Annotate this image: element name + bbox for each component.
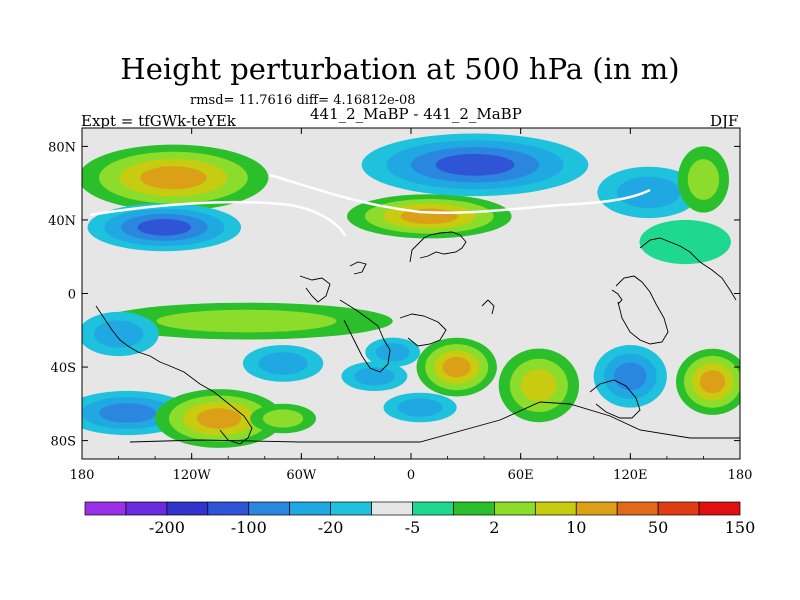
colorbar-label: 2: [489, 518, 499, 537]
colorbar-swatch-15: [698, 501, 741, 516]
colorbar-swatch-0: [84, 501, 127, 516]
x-tick-label: 120E: [613, 468, 647, 483]
x-tick-label: 180: [728, 468, 753, 483]
contour-region-18-level-3: [699, 370, 726, 394]
contour-region-13-level-1: [375, 343, 410, 362]
contour-region-10-level-3: [196, 408, 242, 429]
contour-region-8-level-1: [93, 320, 144, 348]
case-label: 441_2_MaBP - 441_2_MaBP: [310, 105, 522, 123]
zero-contour-north: [269, 173, 651, 214]
colorbar-swatch-8: [412, 501, 454, 516]
y-tick-label: 80S: [51, 435, 76, 450]
colorbar-label: -5: [405, 518, 421, 537]
contour-region-15-level-1: [354, 367, 395, 386]
colorbar-label: 150: [725, 518, 756, 537]
coastline-arabia: [399, 313, 447, 347]
x-tick-label: 120W: [173, 468, 212, 483]
x-tick-label: 0: [407, 468, 415, 483]
coastline-south-america: [95, 305, 253, 445]
contour-region-19-level-1: [262, 409, 304, 428]
colorbar-label: -100: [231, 518, 267, 537]
contour-region-2-level-3: [435, 153, 515, 176]
contour-region-0-level-3: [140, 166, 207, 190]
contour-region-7-level-1: [156, 309, 337, 333]
coastline-asia-east: [639, 237, 737, 301]
coastline-indonesia: [615, 275, 669, 345]
y-tick-label: 40N: [48, 214, 76, 229]
chart-title: Height perturbation at 500 hPa (in m): [120, 52, 680, 86]
colorbar-swatch-6: [330, 501, 372, 516]
contour-region-5-level-1: [687, 159, 720, 200]
colorbar-swatch-1: [125, 501, 168, 516]
colorbar-swatch-12: [575, 501, 618, 516]
rmsd-subtitle: rmsd= 11.7616 diff= 4.16812e-08: [190, 93, 416, 108]
contour-region-4-level-1: [617, 176, 681, 209]
colorbar-swatch-13: [616, 501, 659, 516]
contour-region-3-level-3: [137, 219, 191, 236]
colorbar-swatch-2: [166, 501, 209, 516]
y-tick-label: 0: [68, 288, 76, 303]
y-tick-label: 80N: [48, 140, 76, 155]
coastline-antarctica: [129, 401, 740, 443]
coastline-europe: [299, 275, 331, 303]
contour-region-12-level-3: [442, 356, 471, 378]
colorbar-label: 10: [566, 518, 586, 537]
contour-fill-layer: [82, 133, 740, 448]
zero-contour-layer: [89, 173, 651, 237]
coastline-greenland: [349, 261, 367, 275]
colorbar-label: -20: [318, 518, 344, 537]
contour-region-14-level-1: [397, 398, 443, 417]
coastline-australia: [589, 379, 641, 419]
colorbar-swatch-3: [207, 501, 250, 516]
coastline-north-america: [409, 231, 467, 263]
contour-region-17-level-2: [614, 362, 647, 391]
coastline-africa: [339, 299, 391, 373]
coastline-japan: [611, 289, 623, 305]
x-axis: 180 120W 60W 0 60E 120E 180: [70, 128, 753, 483]
colorbar-label: 50: [648, 518, 668, 537]
y-axis: 80N 40N 0 40S 80S: [48, 140, 740, 450]
y-tick-label: 40S: [51, 361, 76, 376]
colorbar: -200 -100 -20 -5 2 10 50 150: [84, 501, 756, 537]
colorbar-swatch-4: [248, 501, 291, 516]
contour-region-16-level-2: [521, 369, 557, 402]
x-tick-label: 60W: [286, 468, 317, 483]
contour-region-9-level-2: [99, 403, 157, 423]
colorbar-swatch-10: [494, 501, 536, 516]
zero-contour-midlat: [89, 200, 347, 237]
colorbar-label: -200: [149, 518, 185, 537]
x-tick-label: 60E: [508, 468, 534, 483]
season-label: DJF: [710, 112, 739, 130]
colorbar-swatch-11: [534, 501, 577, 516]
colorbar-swatch-5: [289, 501, 331, 516]
colorbar-swatch-7: [371, 501, 413, 516]
experiment-label: Expt = tfGWk-teYEk: [81, 112, 236, 130]
coastline-layer: [95, 231, 740, 445]
colorbar-swatch-9: [453, 501, 495, 516]
x-tick-label: 180: [70, 468, 95, 483]
contour-region-11-level-1: [258, 352, 308, 375]
colorbar-swatch-14: [657, 501, 700, 516]
coastline-india: [481, 299, 495, 315]
contour-region-6-level-0: [639, 219, 731, 265]
